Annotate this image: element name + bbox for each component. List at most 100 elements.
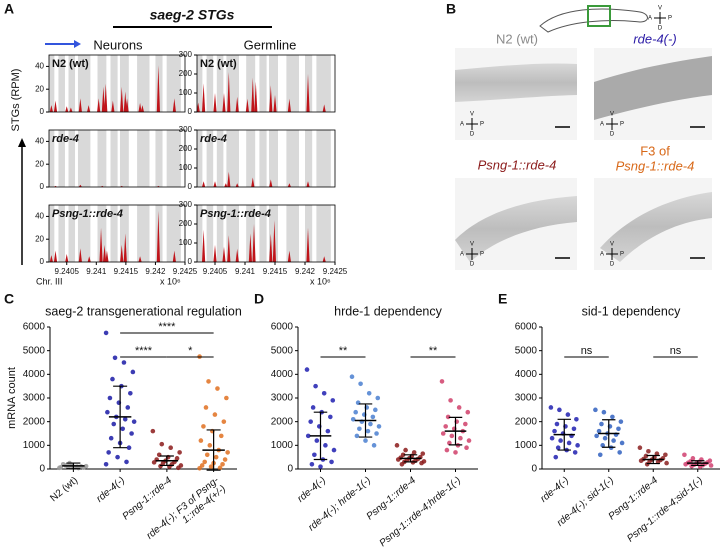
region-band — [286, 55, 299, 112]
data-point — [689, 463, 694, 469]
data-point — [363, 438, 368, 443]
data-point — [122, 417, 128, 422]
y-tick-label: 100 — [179, 163, 193, 172]
data-point — [601, 409, 607, 415]
spike — [322, 104, 326, 112]
data-point — [419, 460, 424, 466]
region-band — [68, 55, 76, 112]
y-tick-label: 0 — [40, 182, 45, 191]
region-band — [119, 130, 129, 187]
region-band — [197, 55, 203, 112]
data-point — [128, 390, 133, 396]
data-point — [558, 438, 563, 443]
spike — [213, 181, 217, 187]
data-point — [314, 438, 320, 443]
y-tick-label: 0 — [40, 257, 45, 266]
y-tick-label: 20 — [35, 84, 44, 93]
error-bar — [403, 454, 418, 463]
y-tick-label: 1000 — [271, 440, 294, 451]
data-point — [115, 454, 120, 460]
y-tick-label: 2000 — [271, 416, 294, 427]
region-band — [137, 130, 150, 187]
data-point — [554, 421, 560, 427]
data-point — [353, 409, 358, 415]
region-band — [226, 205, 239, 262]
spike — [156, 210, 160, 262]
region-band — [68, 130, 76, 187]
y-tick-label: 20 — [35, 234, 44, 243]
image-label: Psng-1::rde-4 — [616, 158, 695, 173]
data-point — [309, 461, 315, 467]
y-tick-label: 300 — [179, 50, 193, 59]
data-point — [206, 379, 211, 384]
data-point — [366, 390, 372, 396]
worm — [455, 196, 577, 262]
region-band — [226, 130, 239, 187]
data-point — [202, 459, 207, 465]
y-tick-label: 200 — [179, 144, 193, 153]
significance-label: **** — [135, 345, 153, 357]
spike — [224, 183, 228, 187]
region-band — [68, 205, 76, 262]
data-point — [131, 419, 137, 424]
spike — [222, 93, 226, 112]
data-point — [646, 448, 651, 454]
image-label: N2 (wt) — [496, 31, 538, 46]
error-bar — [66, 462, 81, 470]
data-point — [447, 440, 452, 446]
y-tick-label: 0 — [188, 107, 193, 116]
data-point — [218, 433, 224, 439]
data-point — [124, 459, 129, 465]
data-point — [197, 465, 202, 471]
compass-label: P — [620, 122, 624, 128]
data-point — [350, 417, 356, 422]
data-point — [552, 428, 557, 434]
data-point — [168, 445, 173, 451]
spike — [213, 244, 217, 262]
error-bar — [358, 403, 373, 438]
compass-label: A — [600, 252, 604, 258]
spike — [105, 250, 109, 262]
region-band — [137, 55, 150, 112]
region-band — [97, 55, 107, 112]
x-tick-label: 9.2425 — [173, 267, 198, 276]
y-tick-label: 2000 — [515, 416, 538, 427]
data-point — [440, 431, 446, 436]
spike — [254, 81, 258, 112]
data-point — [106, 450, 111, 455]
data-point — [565, 412, 571, 417]
region-band — [119, 55, 129, 112]
data-point — [108, 435, 114, 441]
y-tick-label: 4000 — [515, 369, 538, 380]
data-point — [130, 369, 136, 375]
data-point — [548, 405, 554, 410]
y-tick-label: 0 — [39, 464, 45, 475]
compass-label: V — [658, 6, 662, 12]
x-tick-label: 9.2405 — [55, 267, 80, 276]
compass-label: V — [610, 242, 614, 248]
image-label: rde-4(-) — [633, 31, 676, 46]
data-point — [328, 414, 333, 420]
y-tick-label: 1000 — [515, 440, 538, 451]
data-point — [597, 452, 603, 458]
data-point — [365, 428, 371, 434]
spike — [213, 93, 217, 112]
y-tick-label: 40 — [35, 62, 44, 71]
data-point — [107, 395, 113, 401]
data-point — [150, 428, 156, 434]
data-point — [126, 445, 132, 451]
region-band — [97, 130, 107, 187]
data-point — [445, 414, 451, 420]
region-band — [197, 130, 203, 187]
spike — [269, 233, 273, 262]
spike — [227, 235, 231, 262]
data-point — [312, 452, 317, 458]
data-point — [354, 433, 360, 439]
data-point — [439, 379, 445, 384]
data-point — [58, 465, 63, 470]
region-band — [286, 130, 299, 187]
data-point — [448, 398, 453, 403]
y-tick-label: 4000 — [23, 369, 46, 380]
